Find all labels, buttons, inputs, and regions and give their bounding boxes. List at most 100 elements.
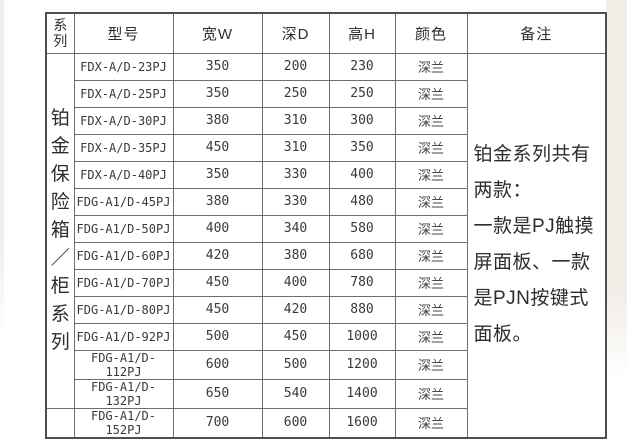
table-header-row: 系列 型号 宽W 深D 高H 颜色 备注 xyxy=(45,12,607,54)
cell-color: 深兰 xyxy=(394,295,468,324)
cell-height: 580 xyxy=(328,214,396,243)
table-body: 铂金保险箱／柜系列 FDX-A/D-23PJ 350 200 230 深兰 铂金系列共有两款… xyxy=(45,52,607,438)
series-char: 系 xyxy=(50,303,70,325)
table-row: FDG-A1/D-45PJ 380 330 480 深兰 xyxy=(46,187,606,216)
cell-color: 深兰 xyxy=(394,106,468,135)
cell-width: 650 xyxy=(172,378,263,409)
cell-color: 深兰 xyxy=(394,349,468,380)
cell-height: 250 xyxy=(328,79,396,108)
cell-color: 深兰 xyxy=(394,160,468,189)
cell-color: 深兰 xyxy=(394,268,468,297)
cell-depth: 380 xyxy=(261,241,330,270)
header-cell-3: 深D xyxy=(261,12,330,54)
cell-model: FDG-A1/D-45PJ xyxy=(73,187,174,216)
cell-depth: 420 xyxy=(261,295,330,324)
cell-width: 700 xyxy=(172,407,263,438)
series-char: 金 xyxy=(50,135,70,157)
cell-height: 300 xyxy=(328,106,396,135)
cell-height: 400 xyxy=(328,160,396,189)
cell-model: FDG-A1/D-70PJ xyxy=(73,268,174,297)
series-label: 铂金保险箱 ／ 柜系列 xyxy=(47,105,73,357)
cell-depth: 310 xyxy=(261,106,330,135)
cell-depth: 250 xyxy=(261,79,330,108)
cell-color: 深兰 xyxy=(394,187,468,216)
cell-model: FDX-A/D-25PJ xyxy=(73,79,174,108)
cell-color: 深兰 xyxy=(394,241,468,270)
table-row: FDG-A1/D-152PJ 700 600 1600 深兰 xyxy=(45,407,606,438)
cell-width: 450 xyxy=(172,133,263,162)
header-cell-6: 备注 xyxy=(466,12,607,54)
cell-depth: 450 xyxy=(261,322,330,351)
series-char: 柜 xyxy=(50,275,70,297)
cell-model: FDX-A/D-40PJ xyxy=(73,160,174,189)
table-row: FDG-A1/D-132PJ 650 540 1400 深兰 xyxy=(46,378,606,409)
cell-color: 深兰 xyxy=(394,378,468,409)
cell-color: 深兰 xyxy=(394,52,468,81)
table-row: FDG-A1/D-50PJ 400 340 580 深兰 xyxy=(46,214,606,243)
table-row: FDX-A/D-25PJ 350 250 250 深兰 xyxy=(46,79,606,108)
cell-depth: 400 xyxy=(261,268,330,297)
series-empty-cell xyxy=(45,407,75,438)
cell-depth: 330 xyxy=(261,160,330,189)
spec-table: 系列 型号 宽W 深D 高H 颜色 备注 铂金保险箱／柜系列 FDX-A/D-23PJ 350 2… xyxy=(45,12,607,439)
cell-model: FDG-A1/D-152PJ xyxy=(73,407,174,438)
cell-height: 880 xyxy=(328,295,396,324)
remark-paragraph: 一款是PJ触摸屏面板、一款是PJN按键式面板。 xyxy=(473,216,595,345)
cell-model: FDG-A1/D-92PJ xyxy=(73,322,174,351)
series-char: 列 xyxy=(50,331,70,353)
series-char: 铂 xyxy=(50,107,70,129)
table-row: FDX-A/D-30PJ 380 310 300 深兰 xyxy=(46,106,606,135)
cell-model: FDX-A/D-30PJ xyxy=(73,106,174,135)
cell-model: FDX-A/D-23PJ xyxy=(73,52,174,81)
cell-depth: 500 xyxy=(261,349,330,380)
cell-depth: 310 xyxy=(261,133,330,162)
cell-height: 230 xyxy=(328,52,396,81)
cell-height: 1200 xyxy=(328,349,396,380)
table-row: FDG-A1/D-92PJ 500 450 1000 深兰 xyxy=(46,322,606,351)
series-char: ／ xyxy=(50,247,70,269)
cell-model: FDG-A1/D-50PJ xyxy=(73,214,174,243)
cell-color: 深兰 xyxy=(394,79,468,108)
cell-depth: 340 xyxy=(261,214,330,243)
cell-height: 780 xyxy=(328,268,396,297)
cell-depth: 200 xyxy=(261,52,330,81)
cell-model: FDG-A1/D-112PJ xyxy=(73,349,174,380)
cell-width: 500 xyxy=(172,322,263,351)
cell-model: FDX-A/D-35PJ xyxy=(73,133,174,162)
cell-height: 1000 xyxy=(328,322,396,351)
header-cell-1: 型号 xyxy=(73,12,174,54)
cell-height: 350 xyxy=(328,133,396,162)
header-cell-4: 高H xyxy=(328,12,396,54)
cell-height: 1600 xyxy=(328,407,396,438)
header-cell-5: 颜色 xyxy=(394,12,468,54)
cell-color: 深兰 xyxy=(394,214,468,243)
cell-height: 480 xyxy=(328,187,396,216)
cell-color: 深兰 xyxy=(394,407,468,438)
cell-width: 350 xyxy=(172,160,263,189)
cell-width: 600 xyxy=(172,349,263,380)
cell-width: 450 xyxy=(172,295,263,324)
cell-width: 380 xyxy=(172,106,263,135)
remark-cell: 铂金系列共有两款： 一款是PJ触摸屏面板、一款是PJN按键式面板。 xyxy=(466,52,607,438)
table-row: 铂金保险箱／柜系列 FDX-A/D-23PJ 350 200 230 深兰 铂金系列共有两款… xyxy=(45,52,607,438)
cell-depth: 540 xyxy=(261,378,330,409)
cell-color: 深兰 xyxy=(394,322,468,351)
series-cell: 铂金保险箱 ／ 柜系列 xyxy=(45,52,75,409)
cell-model: FDG-A1/D-60PJ xyxy=(73,241,174,270)
series-char: 保 xyxy=(50,163,70,185)
cell-width: 350 xyxy=(172,79,263,108)
table-row: FDX-A/D-40PJ 350 330 400 深兰 xyxy=(46,160,606,189)
cell-depth: 330 xyxy=(261,187,330,216)
cell-model: FDG-A1/D-80PJ xyxy=(73,295,174,324)
cell-width: 420 xyxy=(172,241,263,270)
cell-model: FDG-A1/D-132PJ xyxy=(73,378,174,409)
header-cell-0: 系列 xyxy=(45,12,75,54)
table-row: FDX-A/D-35PJ 450 310 350 深兰 xyxy=(46,133,606,162)
cell-width: 350 xyxy=(172,52,263,81)
series-char: 箱 xyxy=(50,219,70,241)
series-char: 险 xyxy=(50,191,70,213)
cell-color: 深兰 xyxy=(394,133,468,162)
cell-width: 400 xyxy=(172,214,263,243)
header-cell-2: 宽W xyxy=(172,12,263,54)
cell-width: 380 xyxy=(172,187,263,216)
